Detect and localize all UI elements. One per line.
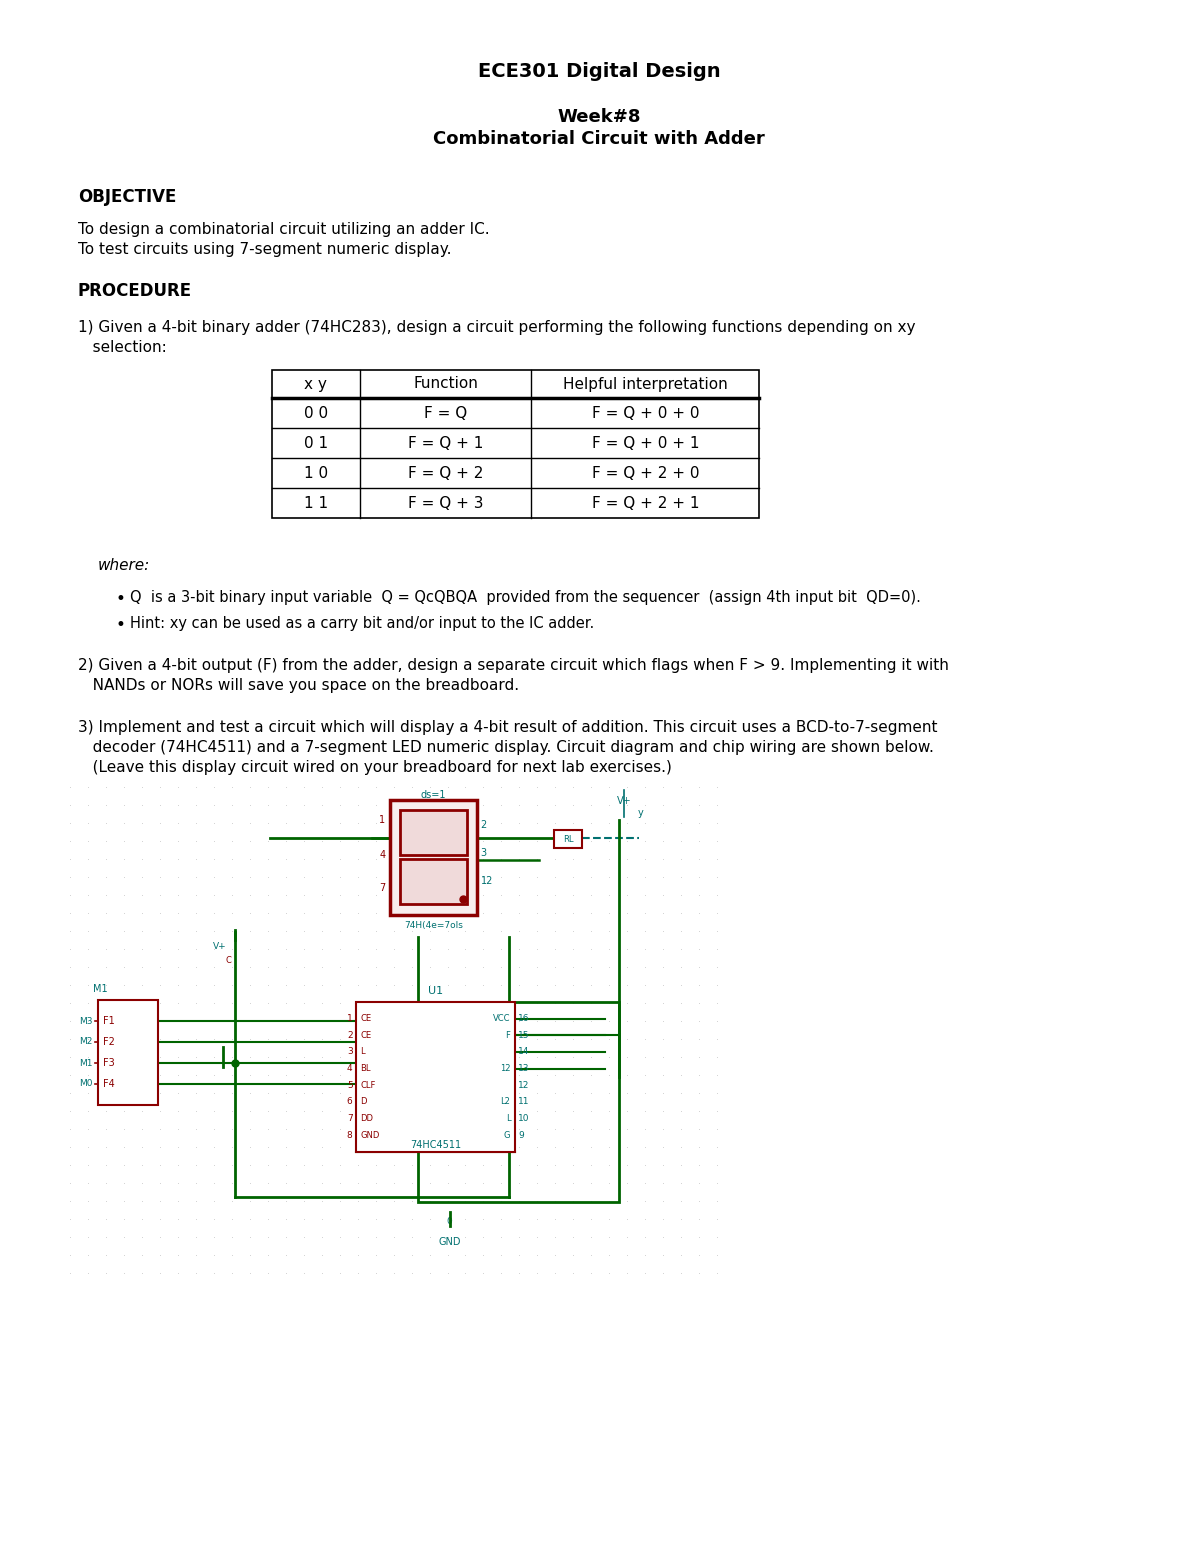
Text: 0: 0 [446,1218,452,1225]
Text: •: • [116,617,126,634]
Text: 74H(4e=7ols: 74H(4e=7ols [404,921,463,930]
Text: G: G [504,1131,510,1140]
Text: F = Q + 0 + 0: F = Q + 0 + 0 [592,405,700,421]
Text: F = Q + 2 + 1: F = Q + 2 + 1 [592,495,700,511]
Text: F: F [505,1031,510,1041]
Text: Hint: xy can be used as a carry bit and/or input to the IC adder.: Hint: xy can be used as a carry bit and/… [130,617,594,631]
Text: 0 0: 0 0 [304,405,328,421]
Bar [554,829,582,848]
Text: 2) Given a 4-bit output (F) from the adder, design a separate circuit which flag: 2) Given a 4-bit output (F) from the add… [78,658,949,672]
Text: 1) Given a 4-bit binary adder (74HC283), design a circuit performing the followi: 1) Given a 4-bit binary adder (74HC283),… [78,320,916,335]
Text: F1: F1 [103,1016,115,1027]
Text: 3: 3 [480,848,486,857]
Text: F3: F3 [103,1058,115,1068]
Text: ECE301 Digital Design: ECE301 Digital Design [478,62,721,81]
Text: To test circuits using 7-segment numeric display.: To test circuits using 7-segment numeric… [78,242,451,256]
Text: V+: V+ [617,797,632,806]
Text: 6: 6 [347,1098,353,1106]
Text: 11: 11 [518,1098,530,1106]
Text: F = Q + 2 + 0: F = Q + 2 + 0 [592,466,700,480]
Text: DD: DD [361,1114,373,1123]
Text: 1: 1 [379,815,385,825]
Text: 1: 1 [347,1014,353,1023]
Text: where:: where: [98,558,150,573]
Text: V+: V+ [214,943,227,950]
Text: M0: M0 [79,1079,92,1089]
Text: 7: 7 [379,884,385,893]
Text: x y: x y [305,376,328,391]
Text: L2: L2 [500,1098,510,1106]
Text: (Leave this display circuit wired on your breadboard for next lab exercises.): (Leave this display circuit wired on you… [78,759,672,775]
Text: M3: M3 [79,1017,92,1025]
Text: 2: 2 [480,820,487,829]
Text: M2: M2 [79,1037,92,1047]
Text: To design a combinatorial circuit utilizing an adder IC.: To design a combinatorial circuit utiliz… [78,222,490,238]
Text: y: y [637,808,643,818]
Text: 16: 16 [518,1014,530,1023]
Bar [390,800,478,915]
Text: 12: 12 [500,1064,510,1073]
Bar [400,859,468,904]
Text: F = Q + 1: F = Q + 1 [408,435,484,450]
Text: •: • [116,590,126,609]
Text: L: L [506,1114,510,1123]
Text: CLF: CLF [361,1081,376,1090]
Text: NANDs or NORs will save you space on the breadboard.: NANDs or NORs will save you space on the… [78,679,520,693]
Text: 1 0: 1 0 [304,466,328,480]
Text: 74HC4511: 74HC4511 [410,1140,461,1151]
Text: 5: 5 [347,1081,353,1090]
Text: 14: 14 [518,1048,530,1056]
Text: PROCEDURE: PROCEDURE [78,283,192,300]
Bar [400,811,468,856]
Text: Q  is a 3-bit binary input variable  Q = QcQBQA  provided from the sequencer  (a: Q is a 3-bit binary input variable Q = Q… [130,590,920,606]
Text: L: L [361,1048,365,1056]
Text: selection:: selection: [78,340,167,356]
Text: M1: M1 [92,985,108,994]
Text: M1: M1 [79,1059,92,1067]
Text: 8: 8 [347,1131,353,1140]
Text: 4: 4 [379,849,385,860]
Text: Week#8: Week#8 [558,109,641,126]
Text: F = Q + 0 + 1: F = Q + 0 + 1 [592,435,700,450]
Text: CE: CE [361,1031,372,1041]
Text: Function: Function [413,376,478,391]
Text: 2: 2 [347,1031,353,1041]
Text: 0 1: 0 1 [304,435,328,450]
Text: CE: CE [361,1014,372,1023]
Text: 13: 13 [518,1064,530,1073]
Text: F2: F2 [103,1037,115,1047]
Text: decoder (74HC4511) and a 7-segment LED numeric display. Circuit diagram and chip: decoder (74HC4511) and a 7-segment LED n… [78,739,934,755]
Bar [418,1002,619,1202]
Text: 4: 4 [347,1064,353,1073]
Text: F = Q + 3: F = Q + 3 [408,495,484,511]
Text: Helpful interpretation: Helpful interpretation [563,376,727,391]
Text: GND: GND [361,1131,380,1140]
Text: 1 1: 1 1 [304,495,328,511]
Text: RL: RL [563,834,574,843]
Text: OBJECTIVE: OBJECTIVE [78,188,176,207]
Text: 7: 7 [347,1114,353,1123]
Bar [355,1002,516,1152]
Text: D: D [361,1098,367,1106]
Text: 12: 12 [518,1081,530,1090]
Text: 15: 15 [518,1031,530,1041]
Text: 10: 10 [518,1114,530,1123]
Text: 3: 3 [347,1048,353,1056]
Text: U1: U1 [428,986,443,995]
Text: 9: 9 [518,1131,524,1140]
Text: ds=1: ds=1 [421,790,446,800]
Bar [98,1000,158,1106]
Text: 3) Implement and test a circuit which will display a 4-bit result of addition. T: 3) Implement and test a circuit which wi… [78,721,937,735]
Text: F4: F4 [103,1079,115,1089]
Text: F = Q + 2: F = Q + 2 [408,466,484,480]
Text: F = Q: F = Q [424,405,467,421]
Text: VCC: VCC [493,1014,510,1023]
Text: BL: BL [361,1064,371,1073]
Bar [271,370,760,519]
Text: C: C [226,957,232,964]
Text: GND: GND [438,1238,461,1247]
Text: 12: 12 [480,876,493,887]
Text: Combinatorial Circuit with Adder: Combinatorial Circuit with Adder [433,130,766,148]
